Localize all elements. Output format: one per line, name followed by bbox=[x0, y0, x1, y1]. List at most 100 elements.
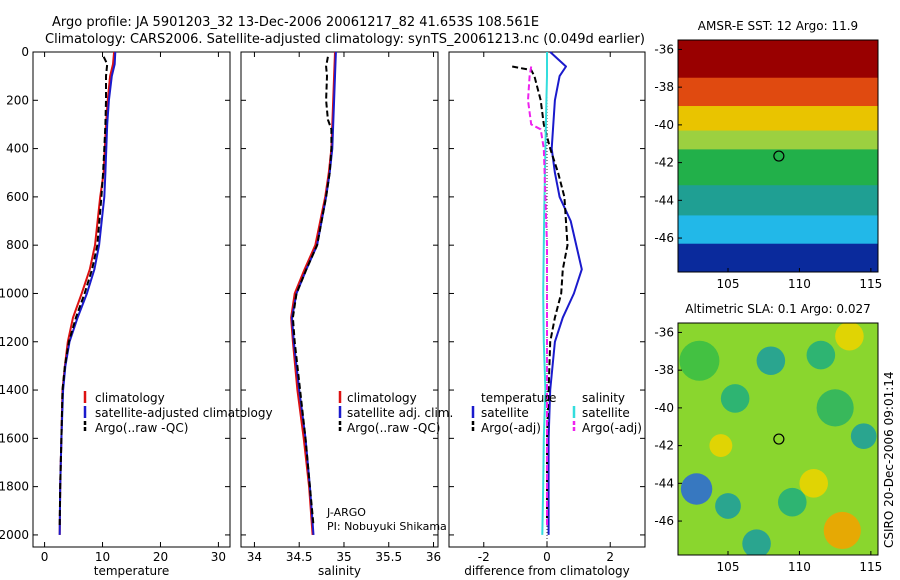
legend-label: Argo(-adj) bbox=[481, 421, 541, 435]
x-axis-label: temperature bbox=[94, 564, 169, 578]
y-tick-label: -42 bbox=[654, 156, 674, 170]
x-tick-label: 34 bbox=[247, 550, 262, 564]
x-tick-label: 0 bbox=[41, 550, 49, 564]
y-tick-label: -36 bbox=[654, 325, 674, 339]
legend-label: satellite adj. clim. bbox=[347, 406, 453, 420]
y-tick-label: 400 bbox=[6, 142, 29, 156]
sla-eddy bbox=[835, 323, 864, 351]
legend-label: Argo(..raw -QC) bbox=[95, 421, 188, 435]
sla-eddy bbox=[756, 346, 786, 376]
temperature-band bbox=[678, 40, 878, 79]
x-tick-label: 0 bbox=[543, 550, 551, 564]
sla-eddy bbox=[720, 384, 750, 413]
x-tick-label: 36 bbox=[426, 550, 441, 564]
x-tick-label: 30 bbox=[211, 550, 226, 564]
sla-eddy bbox=[680, 473, 713, 505]
map-title: AMSR-E SST: 12 Argo: 11.9 bbox=[698, 19, 858, 33]
map-frame bbox=[677, 39, 879, 273]
title-line-2: Climatology: CARS2006. Satellite-adjuste… bbox=[45, 32, 645, 47]
sla-eddy bbox=[806, 340, 836, 370]
sla-eddy bbox=[850, 423, 877, 450]
x-tick-label: 105 bbox=[717, 560, 740, 574]
sla-eddy bbox=[778, 487, 807, 517]
temperature-band bbox=[678, 149, 878, 187]
y-tick-label: 0 bbox=[21, 45, 29, 59]
y-tick-label: 600 bbox=[6, 190, 29, 204]
temperature-band bbox=[678, 185, 878, 217]
temperature-panel: 0 10 20 30 0 200 400 600 800 1000 1200 1400 1600 1800… bbox=[0, 45, 231, 578]
x-tick-label: 105 bbox=[717, 277, 740, 291]
credit-org: J-ARGO bbox=[326, 506, 366, 519]
y-tick-label: 2000 bbox=[0, 528, 29, 542]
difference-legend: temperature salinity satellite Argo(-adj… bbox=[471, 391, 642, 435]
y-tick-label: -46 bbox=[654, 514, 674, 528]
series-line-salinity-argo-adj- bbox=[527, 66, 548, 526]
x-tick-label: 10 bbox=[95, 550, 110, 564]
argo-position-marker bbox=[773, 150, 785, 162]
y-tick-label: 800 bbox=[6, 238, 29, 252]
sla-eddy bbox=[742, 529, 771, 555]
y-tick-label: 200 bbox=[6, 93, 29, 107]
map-title: Altimetric SLA: 0.1 Argo: 0.027 bbox=[685, 302, 870, 316]
series-line-argo-raw-qc- bbox=[58, 56, 109, 526]
x-tick-label: -2 bbox=[478, 550, 490, 564]
y-tick-label: -42 bbox=[654, 439, 674, 453]
y-tick-label: 1200 bbox=[0, 335, 29, 349]
y-tick-label: -44 bbox=[654, 193, 674, 207]
plot-frame bbox=[240, 51, 439, 548]
map-field bbox=[678, 323, 878, 555]
y-tick-label: 1800 bbox=[0, 480, 29, 494]
y-tick-label: -44 bbox=[654, 476, 674, 490]
temperature-band bbox=[678, 130, 878, 151]
sst-map-panel: AMSR-E SST: 12 Argo: 11.9 105 110 115 -36 -38… bbox=[654, 19, 882, 291]
y-tick-label: -46 bbox=[654, 231, 674, 245]
temperature-legend: climatology satellite-adjusted climatolo… bbox=[83, 391, 273, 435]
salinity-legend: climatology satellite adj. clim. Argo(..… bbox=[338, 391, 453, 435]
y-tick-label: -38 bbox=[654, 80, 674, 94]
y-tick-label: -38 bbox=[654, 363, 674, 377]
legend-header-salinity: salinity bbox=[582, 391, 625, 405]
sla-eddy bbox=[679, 340, 720, 381]
x-tick-label: 2 bbox=[606, 550, 614, 564]
series-line-salinity-satellite bbox=[541, 52, 548, 535]
y-tick-label: -36 bbox=[654, 42, 674, 56]
argo-position-marker bbox=[773, 433, 785, 445]
map-frame bbox=[677, 322, 879, 556]
x-tick-label: 110 bbox=[788, 560, 811, 574]
legend-header-temperature: temperature bbox=[481, 391, 556, 405]
sla-eddy bbox=[715, 493, 741, 519]
y-tick-label: 1000 bbox=[0, 286, 29, 300]
sla-eddy bbox=[799, 469, 828, 498]
legend-label: climatology bbox=[347, 391, 417, 405]
temperature-band bbox=[678, 106, 878, 132]
y-tick-label: -40 bbox=[654, 118, 674, 132]
sla-eddy bbox=[816, 389, 854, 427]
credit-pi: PI: Nobuyuki Shikama bbox=[327, 520, 447, 533]
legend-label: satellite bbox=[582, 406, 630, 420]
x-axis-label: difference from climatology bbox=[464, 564, 630, 578]
sla-eddy bbox=[823, 511, 861, 550]
legend-label: Argo(-adj) bbox=[582, 421, 642, 435]
x-tick-label: 35.5 bbox=[375, 550, 402, 564]
legend-label: climatology bbox=[95, 391, 165, 405]
sla-eddy bbox=[709, 434, 733, 458]
y-tick-label: -40 bbox=[654, 401, 674, 415]
x-tick-label: 35 bbox=[336, 550, 351, 564]
x-tick-label: 110 bbox=[788, 277, 811, 291]
title-line-1: Argo profile: JA 5901203_32 13-Dec-2006 … bbox=[52, 15, 539, 30]
x-axis-label: salinity bbox=[318, 564, 361, 578]
x-tick-label: 34.5 bbox=[286, 550, 313, 564]
y-tick-label: 1600 bbox=[0, 431, 29, 445]
series-line-temperature-argo-adj- bbox=[512, 65, 569, 526]
temperature-band bbox=[678, 215, 878, 245]
x-tick-label: 20 bbox=[153, 550, 168, 564]
series-line-temperature-satellite bbox=[547, 51, 583, 535]
x-tick-label: 115 bbox=[859, 277, 882, 291]
timestamp-stamp: CSIRO 20-Dec-2006 09:01:14 bbox=[882, 371, 896, 548]
salinity-panel: 34 34.5 35 35.5 36 salinity bbox=[240, 51, 441, 578]
x-tick-label: 115 bbox=[859, 560, 882, 574]
plot-frame bbox=[32, 51, 231, 548]
legend-label: satellite-adjusted climatology bbox=[95, 406, 273, 420]
series-line-argo-raw-qc- bbox=[291, 56, 333, 526]
